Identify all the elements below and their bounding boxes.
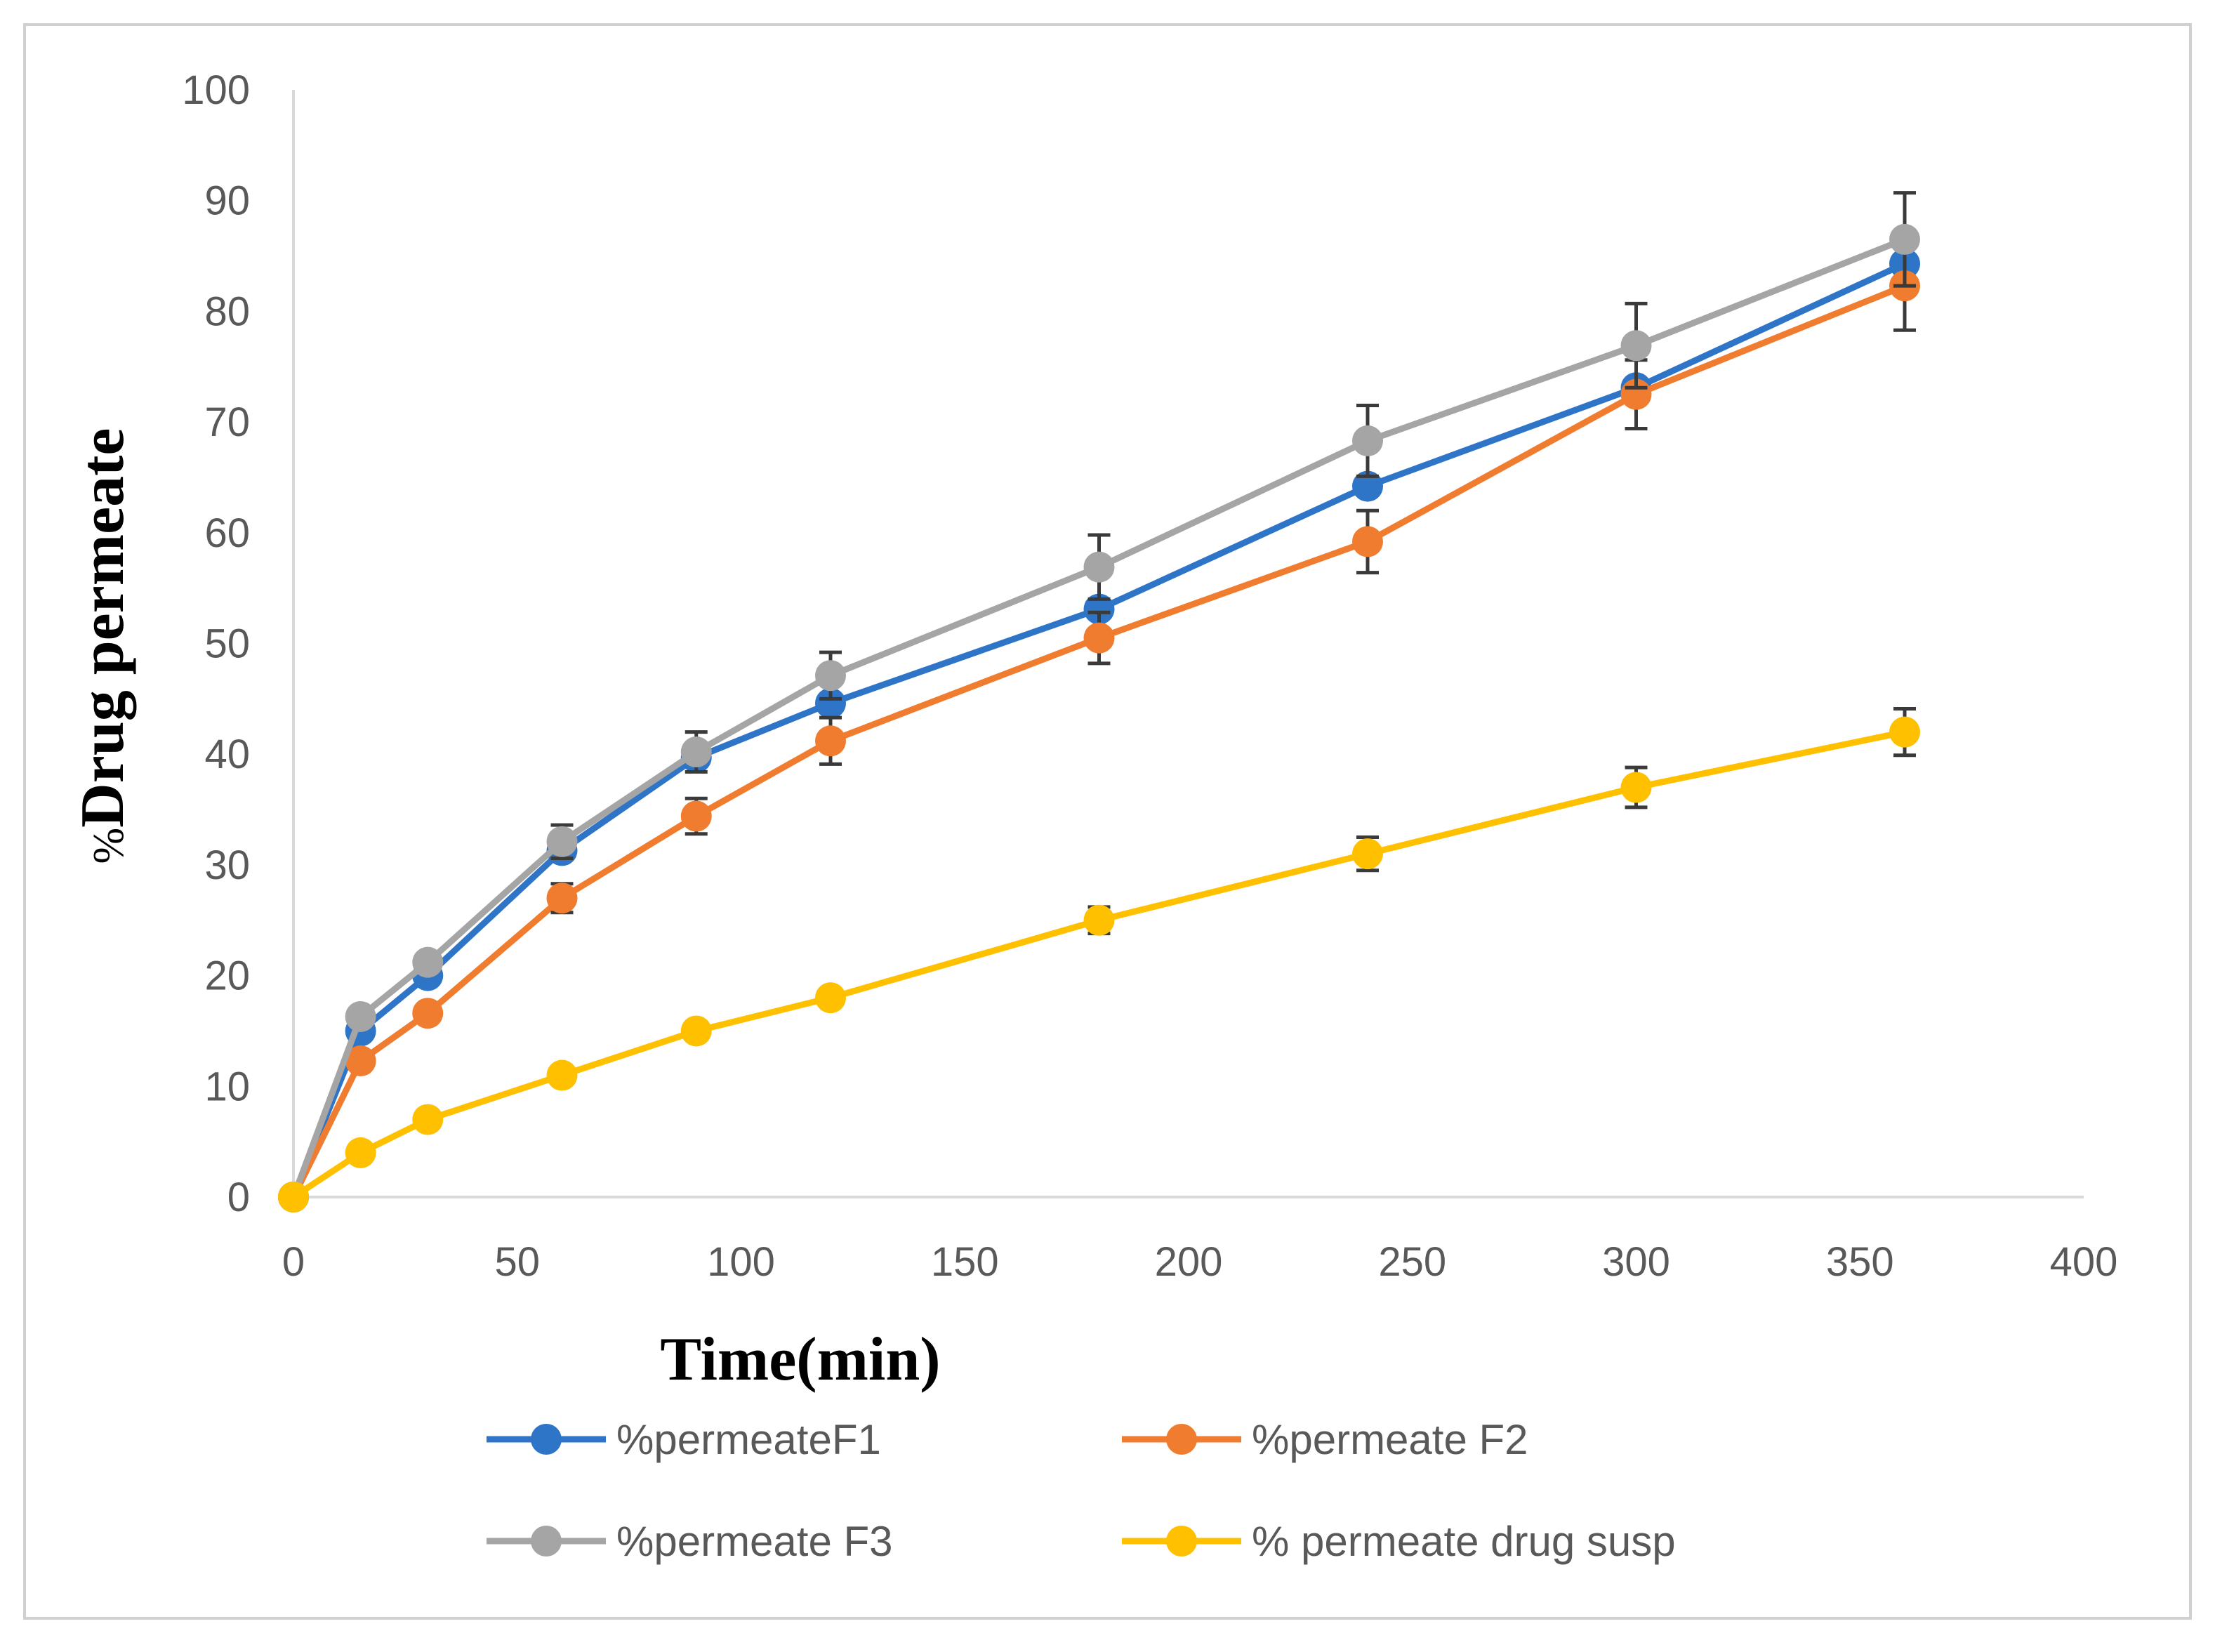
legend-item: %permeate F3: [487, 1518, 893, 1565]
legend-label: %permeate F3: [616, 1518, 893, 1565]
legend-label: % permeate drug susp: [1252, 1518, 1676, 1565]
y-tick-label: 40: [204, 732, 250, 777]
y-tick-label: 30: [204, 842, 250, 888]
y-axis-title: %Drug permeate: [69, 428, 137, 864]
data-point: [345, 1137, 376, 1168]
data-point: [412, 998, 444, 1029]
y-tick-label: 100: [182, 67, 250, 113]
x-tick-label: 250: [1378, 1239, 1446, 1285]
series-line: [290, 282, 1906, 1198]
x-tick-label: 50: [494, 1239, 540, 1285]
data-point: [345, 1000, 376, 1032]
x-tick-label: 0: [282, 1239, 305, 1285]
data-point: [1083, 551, 1115, 583]
legend-item: %permeateF1: [487, 1416, 881, 1463]
data-point: [680, 736, 712, 768]
series-line: [290, 260, 1906, 1198]
y-tick-label: 20: [204, 953, 250, 999]
data-point: [1889, 716, 1920, 748]
x-tick-label: 350: [1826, 1239, 1894, 1285]
y-tick-label: 0: [227, 1175, 250, 1220]
series-line: [291, 729, 1905, 1200]
data-point: [815, 982, 846, 1014]
data-point: [1083, 904, 1115, 936]
data-point: [278, 1182, 309, 1212]
x-tick-labels: 0 50 100 150 200 250 300 350 400: [282, 1239, 2118, 1285]
y-tick-label: 70: [204, 399, 250, 445]
data-point: [680, 800, 712, 832]
data-point: [546, 883, 578, 914]
y-tick-label: 10: [204, 1064, 250, 1109]
data-point: [546, 826, 578, 857]
x-tick-label: 300: [1602, 1239, 1670, 1285]
y-tick-label: 60: [204, 510, 250, 556]
data-point: [1620, 330, 1652, 362]
x-tick-label: 200: [1155, 1239, 1223, 1285]
data-point: [412, 1104, 444, 1135]
plot-area: [278, 191, 1920, 1212]
data-point: [680, 1015, 712, 1047]
series-group: [278, 707, 1920, 1212]
chart-border: [23, 23, 2192, 1620]
data-point: [1083, 593, 1115, 625]
data-point: [815, 660, 846, 692]
x-tick-label: 100: [707, 1239, 775, 1285]
y-tick-labels: 0 10 20 30 40 50 60 70 80 90 100: [182, 67, 250, 1220]
y-axis-title-prefix: %: [85, 828, 133, 864]
x-tick-label: 400: [2050, 1239, 2118, 1285]
data-point: [1352, 526, 1383, 557]
legend-item: %permeate F2: [1122, 1416, 1528, 1463]
series-line: [290, 236, 1906, 1198]
x-axis-title: Time(min): [660, 1326, 940, 1394]
y-tick-label: 80: [204, 289, 250, 334]
legend: %permeateF1 %permeate F2 %permeate F3 % per…: [487, 1416, 1676, 1565]
data-point: [1889, 223, 1920, 255]
y-tick-label: 90: [204, 178, 250, 224]
data-point: [1620, 772, 1652, 803]
legend-label: %permeate F2: [1252, 1416, 1528, 1463]
data-point: [546, 1059, 578, 1091]
data-point: [345, 1045, 376, 1077]
legend-label: %permeateF1: [616, 1416, 881, 1463]
data-point: [815, 687, 846, 719]
data-point: [412, 946, 444, 978]
data-point: [815, 725, 846, 757]
legend-swatch-marker: [531, 1424, 562, 1455]
legend-item: % permeate drug susp: [1122, 1518, 1676, 1565]
data-point: [1352, 838, 1383, 870]
data-point: [1352, 425, 1383, 456]
data-point: [1083, 622, 1115, 654]
x-tick-label: 150: [931, 1239, 999, 1285]
legend-swatch-marker: [1166, 1424, 1197, 1455]
y-axis-title-text: Drug permeate: [69, 428, 137, 828]
legend-swatch-marker: [531, 1526, 562, 1557]
data-point: [1352, 470, 1383, 502]
y-tick-label: 50: [204, 621, 250, 667]
axes: [292, 90, 2084, 1198]
legend-swatch-marker: [1166, 1526, 1197, 1557]
